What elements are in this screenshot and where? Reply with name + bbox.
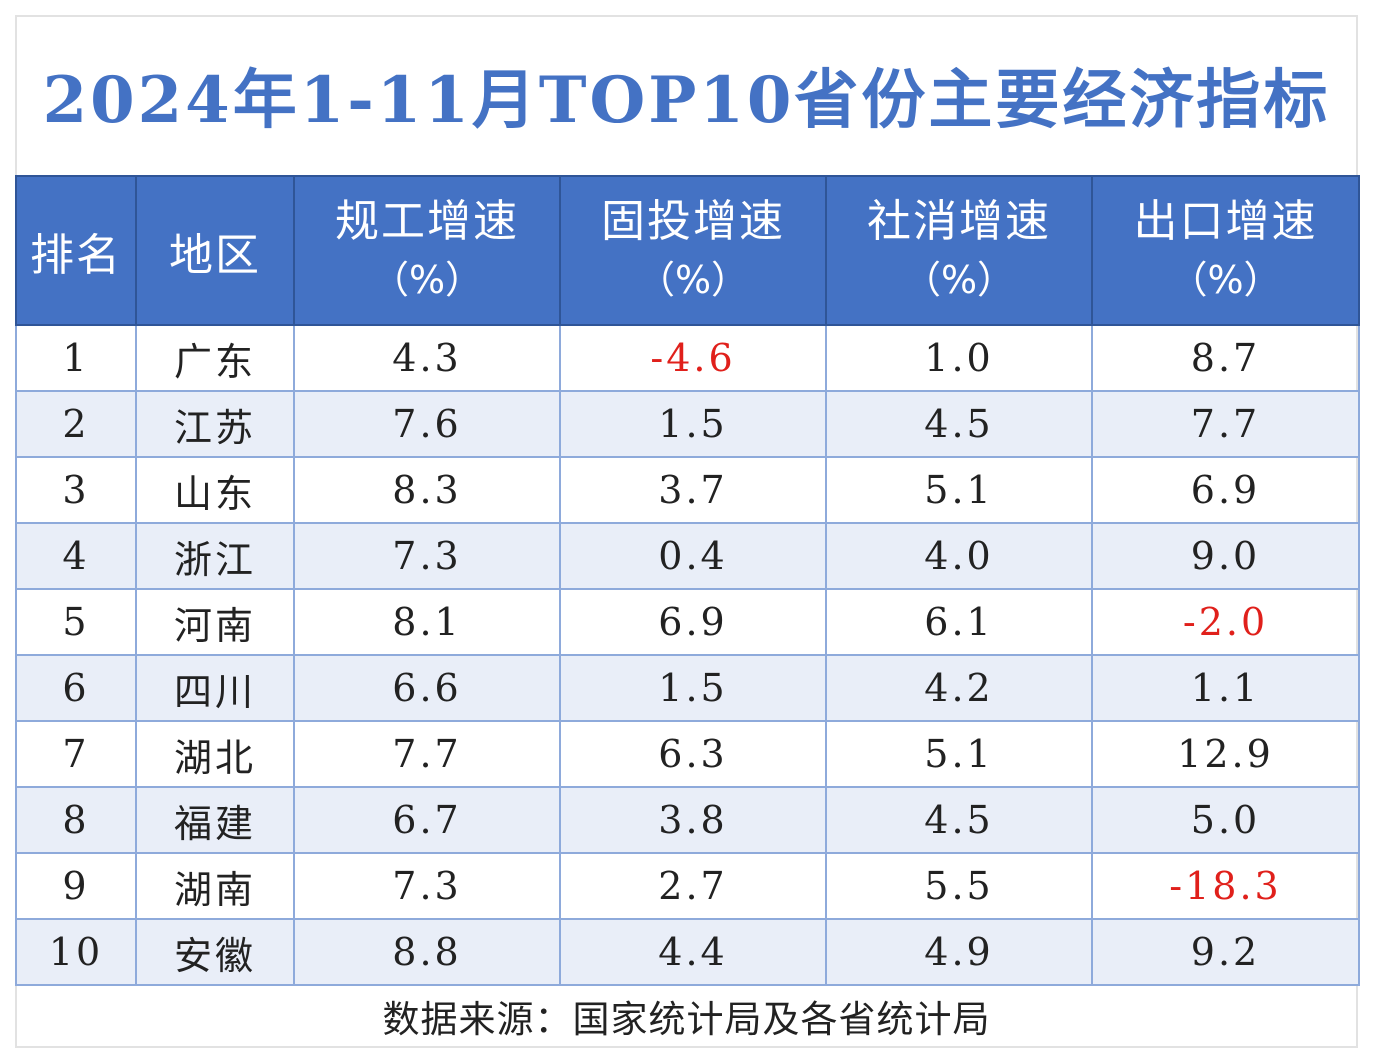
cell-value: 8.8 bbox=[293, 918, 561, 986]
cell-value: 4.5 bbox=[825, 390, 1093, 458]
cell-value: 6.9 bbox=[1091, 456, 1360, 524]
cell-value: 3.8 bbox=[559, 786, 827, 854]
header-label: 固投增速 bbox=[601, 195, 785, 247]
header-label: 地区 bbox=[169, 229, 261, 281]
cell-rank: 1 bbox=[15, 324, 137, 392]
source-note: 数据来源：国家统计局及各省统计局 bbox=[382, 998, 991, 1041]
header-unit: （%） bbox=[1169, 257, 1282, 302]
cell-value: 4.4 bbox=[559, 918, 827, 986]
header-export-growth: 出口增速 （%） bbox=[1091, 175, 1360, 326]
cell-value: 6.1 bbox=[825, 588, 1093, 656]
header-unit: （%） bbox=[370, 257, 484, 302]
cell-value: 7.3 bbox=[293, 852, 561, 920]
cell-rank: 5 bbox=[15, 588, 137, 656]
cell-value: 1.5 bbox=[559, 390, 827, 458]
cell-rank: 8 bbox=[15, 786, 137, 854]
header-row: 排名 地区 规工增速 （%） 固投增速 （%） 社消增速 （%） 出口增速 （%… bbox=[15, 175, 1360, 326]
cell-value: 4.5 bbox=[825, 786, 1093, 854]
cell-value: 5.1 bbox=[825, 720, 1093, 788]
header-label: 规工增速 bbox=[335, 195, 519, 247]
cell-region: 湖北 bbox=[135, 720, 295, 788]
cell-region: 江苏 bbox=[135, 390, 295, 458]
cell-value: 1.0 bbox=[825, 324, 1093, 392]
header-label: 排名 bbox=[30, 229, 122, 281]
cell-value: 4.3 bbox=[293, 324, 561, 392]
header-investment-growth: 固投增速 （%） bbox=[559, 175, 827, 326]
cell-value: 9.2 bbox=[1091, 918, 1360, 986]
cell-region: 安徽 bbox=[135, 918, 295, 986]
table-row: 6 四川 6.6 1.5 4.2 1.1 bbox=[15, 654, 1360, 722]
cell-rank: 10 bbox=[15, 918, 137, 986]
cell-region: 福建 bbox=[135, 786, 295, 854]
header-industrial-growth: 规工增速 （%） bbox=[293, 175, 561, 326]
cell-value: 6.7 bbox=[293, 786, 561, 854]
header-label: 社消增速 bbox=[867, 195, 1051, 247]
cell-value: 5.0 bbox=[1091, 786, 1360, 854]
table-row: 7 湖北 7.7 6.3 5.1 12.9 bbox=[15, 720, 1360, 788]
data-table: 排名 地区 规工增速 （%） 固投增速 （%） 社消增速 （%） 出口增速 （%… bbox=[15, 175, 1360, 986]
cell-region: 湖南 bbox=[135, 852, 295, 920]
cell-region: 四川 bbox=[135, 654, 295, 722]
cell-value: 5.5 bbox=[825, 852, 1093, 920]
cell-value: 3.7 bbox=[559, 456, 827, 524]
cell-region: 河南 bbox=[135, 588, 295, 656]
header-retail-growth: 社消增速 （%） bbox=[825, 175, 1093, 326]
cell-value: 7.7 bbox=[293, 720, 561, 788]
cell-region: 山东 bbox=[135, 456, 295, 524]
cell-value: 8.7 bbox=[1091, 324, 1360, 392]
cell-region: 浙江 bbox=[135, 522, 295, 590]
cell-value: 6.9 bbox=[559, 588, 827, 656]
cell-rank: 6 bbox=[15, 654, 137, 722]
cell-value: 5.1 bbox=[825, 456, 1093, 524]
cell-value: 8.3 bbox=[293, 456, 561, 524]
cell-value: 1.5 bbox=[559, 654, 827, 722]
cell-value: 7.7 bbox=[1091, 390, 1360, 458]
cell-region: 广东 bbox=[135, 324, 295, 392]
cell-value: 8.1 bbox=[293, 588, 561, 656]
cell-value: 4.0 bbox=[825, 522, 1093, 590]
table-row: 1 广东 4.3 -4.6 1.0 8.7 bbox=[15, 324, 1360, 392]
table-row: 8 福建 6.7 3.8 4.5 5.0 bbox=[15, 786, 1360, 854]
table-row: 5 河南 8.1 6.9 6.1 -2.0 bbox=[15, 588, 1360, 656]
table-row: 3 山东 8.3 3.7 5.1 6.9 bbox=[15, 456, 1360, 524]
header-rank: 排名 bbox=[15, 175, 137, 326]
table-row: 4 浙江 7.3 0.4 4.0 9.0 bbox=[15, 522, 1360, 590]
table-row: 2 江苏 7.6 1.5 4.5 7.7 bbox=[15, 390, 1360, 458]
header-unit: （%） bbox=[636, 257, 750, 302]
cell-value: -18.3 bbox=[1091, 852, 1360, 920]
table-row: 10 安徽 8.8 4.4 4.9 9.2 bbox=[15, 918, 1360, 986]
table-row: 9 湖南 7.3 2.7 5.5 -18.3 bbox=[15, 852, 1360, 920]
cell-value: 1.1 bbox=[1091, 654, 1360, 722]
cell-rank: 2 bbox=[15, 390, 137, 458]
cell-value: 6.6 bbox=[293, 654, 561, 722]
cell-value: 4.9 bbox=[825, 918, 1093, 986]
header-label: 出口增速 bbox=[1133, 195, 1318, 247]
cell-rank: 3 bbox=[15, 456, 137, 524]
cell-value: 2.7 bbox=[559, 852, 827, 920]
cell-value: 4.2 bbox=[825, 654, 1093, 722]
cell-value: 6.3 bbox=[559, 720, 827, 788]
table-title: 2024年1-11月TOP10省份主要经济指标 bbox=[42, 63, 1331, 138]
cell-value: -4.6 bbox=[559, 324, 827, 392]
header-region: 地区 bbox=[135, 175, 295, 326]
cell-value: 12.9 bbox=[1091, 720, 1360, 788]
cell-value: 7.6 bbox=[293, 390, 561, 458]
cell-rank: 7 bbox=[15, 720, 137, 788]
cell-value: 9.0 bbox=[1091, 522, 1360, 590]
cell-rank: 9 bbox=[15, 852, 137, 920]
cell-value: 0.4 bbox=[559, 522, 827, 590]
cell-value: 7.3 bbox=[293, 522, 561, 590]
cell-value: -2.0 bbox=[1091, 588, 1360, 656]
cell-rank: 4 bbox=[15, 522, 137, 590]
header-unit: （%） bbox=[902, 257, 1016, 302]
